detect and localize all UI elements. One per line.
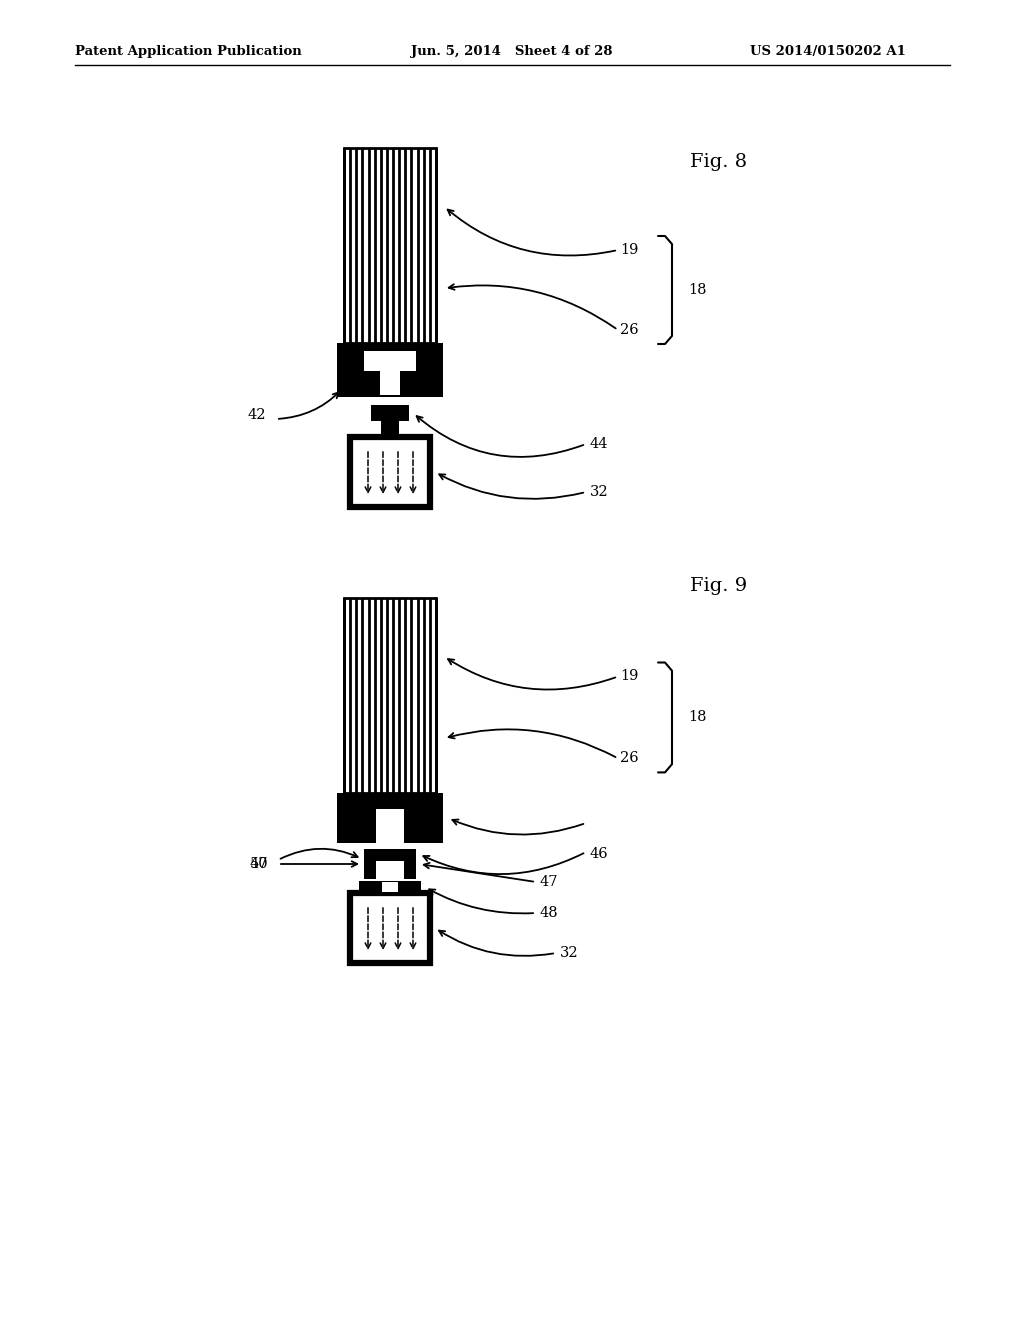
Text: 50: 50: [250, 857, 268, 871]
Text: 46: 46: [590, 847, 608, 861]
Bar: [359, 880, 421, 894]
Bar: [364, 351, 416, 371]
Bar: [344, 598, 436, 793]
Bar: [337, 343, 443, 397]
Text: 42: 42: [248, 408, 266, 422]
Bar: [344, 148, 436, 343]
Text: 18: 18: [688, 710, 707, 723]
Text: 26: 26: [620, 323, 639, 337]
Bar: [350, 437, 430, 507]
Bar: [337, 793, 443, 843]
Bar: [344, 598, 436, 793]
Bar: [344, 148, 436, 343]
Text: Fig. 8: Fig. 8: [690, 153, 748, 172]
Text: 32: 32: [590, 484, 608, 499]
Bar: [376, 809, 404, 843]
Text: 26: 26: [620, 751, 639, 766]
Text: Fig. 9: Fig. 9: [690, 577, 748, 595]
Text: US 2014/0150202 A1: US 2014/0150202 A1: [750, 45, 906, 58]
Text: 48: 48: [540, 906, 559, 920]
Bar: [381, 421, 399, 437]
Bar: [364, 849, 416, 861]
Bar: [364, 849, 376, 879]
Bar: [382, 882, 398, 892]
Text: 47: 47: [540, 875, 558, 888]
Text: Patent Application Publication: Patent Application Publication: [75, 45, 302, 58]
Text: 44: 44: [590, 437, 608, 451]
Bar: [350, 894, 430, 964]
Text: 47: 47: [250, 857, 268, 871]
Bar: [371, 405, 409, 421]
Text: 32: 32: [560, 946, 579, 960]
Bar: [380, 371, 400, 395]
Text: Jun. 5, 2014   Sheet 4 of 28: Jun. 5, 2014 Sheet 4 of 28: [412, 45, 612, 58]
Bar: [404, 849, 416, 879]
Text: 18: 18: [688, 282, 707, 297]
Text: 19: 19: [620, 243, 638, 257]
Text: 19: 19: [620, 669, 638, 684]
